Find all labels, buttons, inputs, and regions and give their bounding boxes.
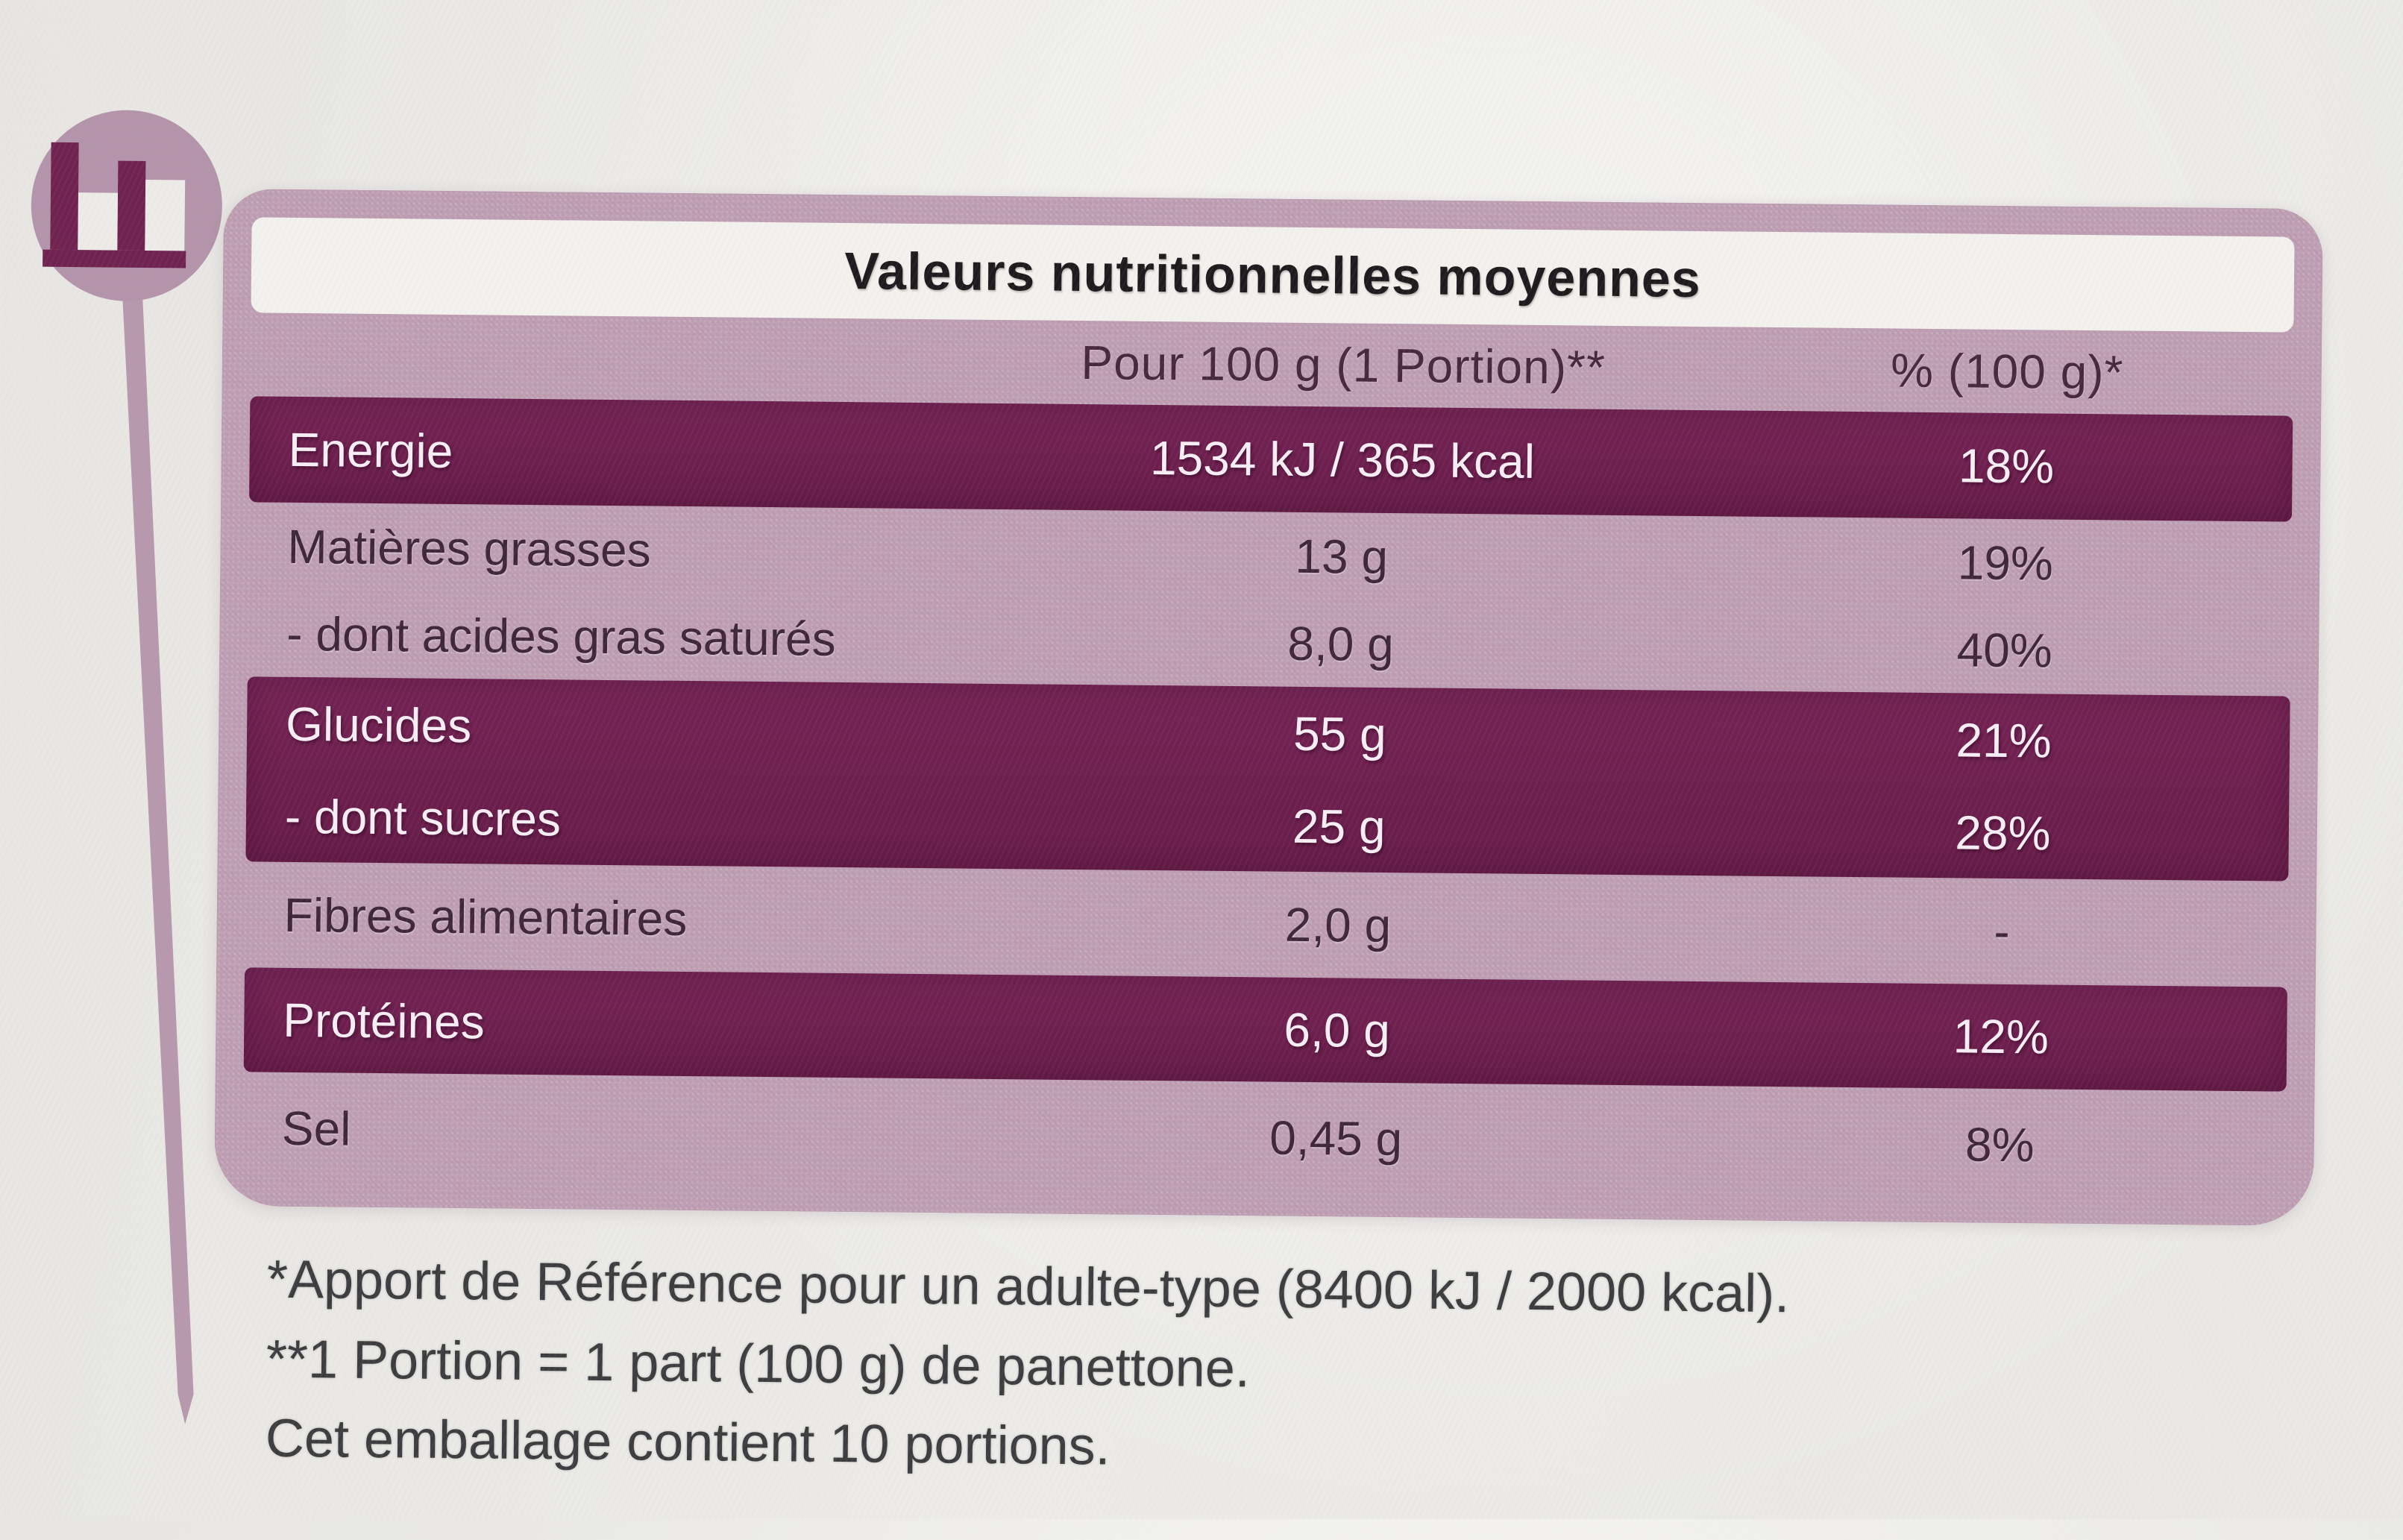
row-percent: 28% [1955,805,2051,861]
row-value: 8,0 g [1287,616,1395,672]
nutrition-table: Valeurs nutritionnelles moyennes Pour 10… [213,189,2323,1226]
bar-chart-pin-icon [31,110,222,1424]
row-label: Matières grasses [287,519,652,577]
row-label: Glucides [285,697,472,753]
row-label: - dont sucres [284,789,562,846]
band-fibres: Fibres alimentaires 2,0 g - [245,861,2288,987]
table-row: Sel 0,45 g 8% [242,1072,2286,1203]
table-row: Energie 1534 kJ / 365 kcal 18% [249,396,2293,521]
row-percent: 18% [1958,439,2055,494]
row-percent: - [1994,904,2011,959]
bar-left [50,142,79,251]
footnotes: *Apport de Référence pour un adulte-type… [265,1240,2340,1498]
row-label: - dont acides gras saturés [286,606,837,666]
bar-baseline [43,249,186,268]
row-percent: 40% [1956,623,2053,678]
band-matieres-grasses: Matières grasses 13 g 19% - dont acides … [248,502,2292,696]
row-value: 6,0 g [1284,1002,1391,1058]
row-label: Fibres alimentaires [283,887,688,946]
row-value: 0,45 g [1269,1110,1403,1166]
row-value: 2,0 g [1284,897,1392,953]
row-value: 13 g [1295,529,1389,585]
row-label: Energie [288,422,453,478]
column-header-empty [251,354,966,361]
pin-stem [122,289,194,1424]
row-label: Sel [281,1101,351,1156]
row-percent: 19% [1957,535,2054,591]
row-value: 25 g [1292,799,1386,854]
column-header-per-100g: Pour 100 g (1 Portion)** [1081,336,1606,395]
band-energie: Energie 1534 kJ / 365 kcal 18% [249,396,2293,522]
band-sel: Sel 0,45 g 8% [242,1072,2286,1203]
row-percent: 21% [1956,713,2052,768]
table-title: Valeurs nutritionnelles moyennes [844,241,1702,309]
band-proteines: Protéines 6,0 g 12% [243,967,2287,1092]
column-header-percent: % (100 g)* [1890,343,2124,400]
row-value: 55 g [1292,706,1387,761]
row-percent: 12% [1953,1009,2049,1064]
band-glucides: Glucides 55 g 21% - dont sucres 25 g 28% [245,676,2290,881]
table-row: Protéines 6,0 g 12% [244,967,2287,1091]
bar-right [117,160,146,251]
row-label: Protéines [283,993,486,1049]
table-row: Fibres alimentaires 2,0 g - [245,861,2288,987]
row-percent: 8% [1964,1117,2035,1172]
bar-gap-1 [78,192,119,251]
row-value: 1534 kJ / 365 kcal [1149,430,1536,488]
bar-gap-2 [145,179,186,251]
